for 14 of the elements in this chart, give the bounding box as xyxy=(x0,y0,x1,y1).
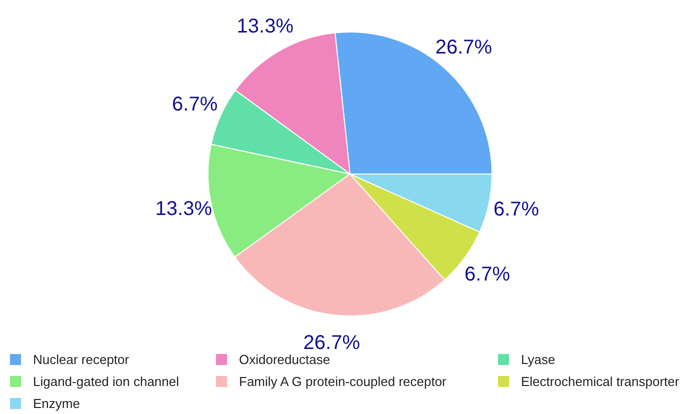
legend-label: Family A G protein-coupled receptor xyxy=(239,374,446,388)
data-label: 26.7% xyxy=(435,36,492,59)
legend-label: Lyase xyxy=(521,352,556,366)
data-label: 6.7% xyxy=(493,198,540,220)
legend-label: Enzyme xyxy=(33,396,80,410)
legend-label: Nuclear receptor xyxy=(33,352,130,366)
legend-label: Electrochemical transporter xyxy=(521,374,680,388)
data-label: 6.7% xyxy=(464,263,510,286)
legend-label: Oxidoreductase xyxy=(239,352,330,366)
data-label: 26.7% xyxy=(303,332,360,354)
data-label: 13.3% xyxy=(236,16,294,38)
legend-label: Ligand-gated ion channel xyxy=(33,374,180,388)
data-label: 6.7% xyxy=(172,94,218,116)
data-label: 13.3% xyxy=(155,198,212,220)
